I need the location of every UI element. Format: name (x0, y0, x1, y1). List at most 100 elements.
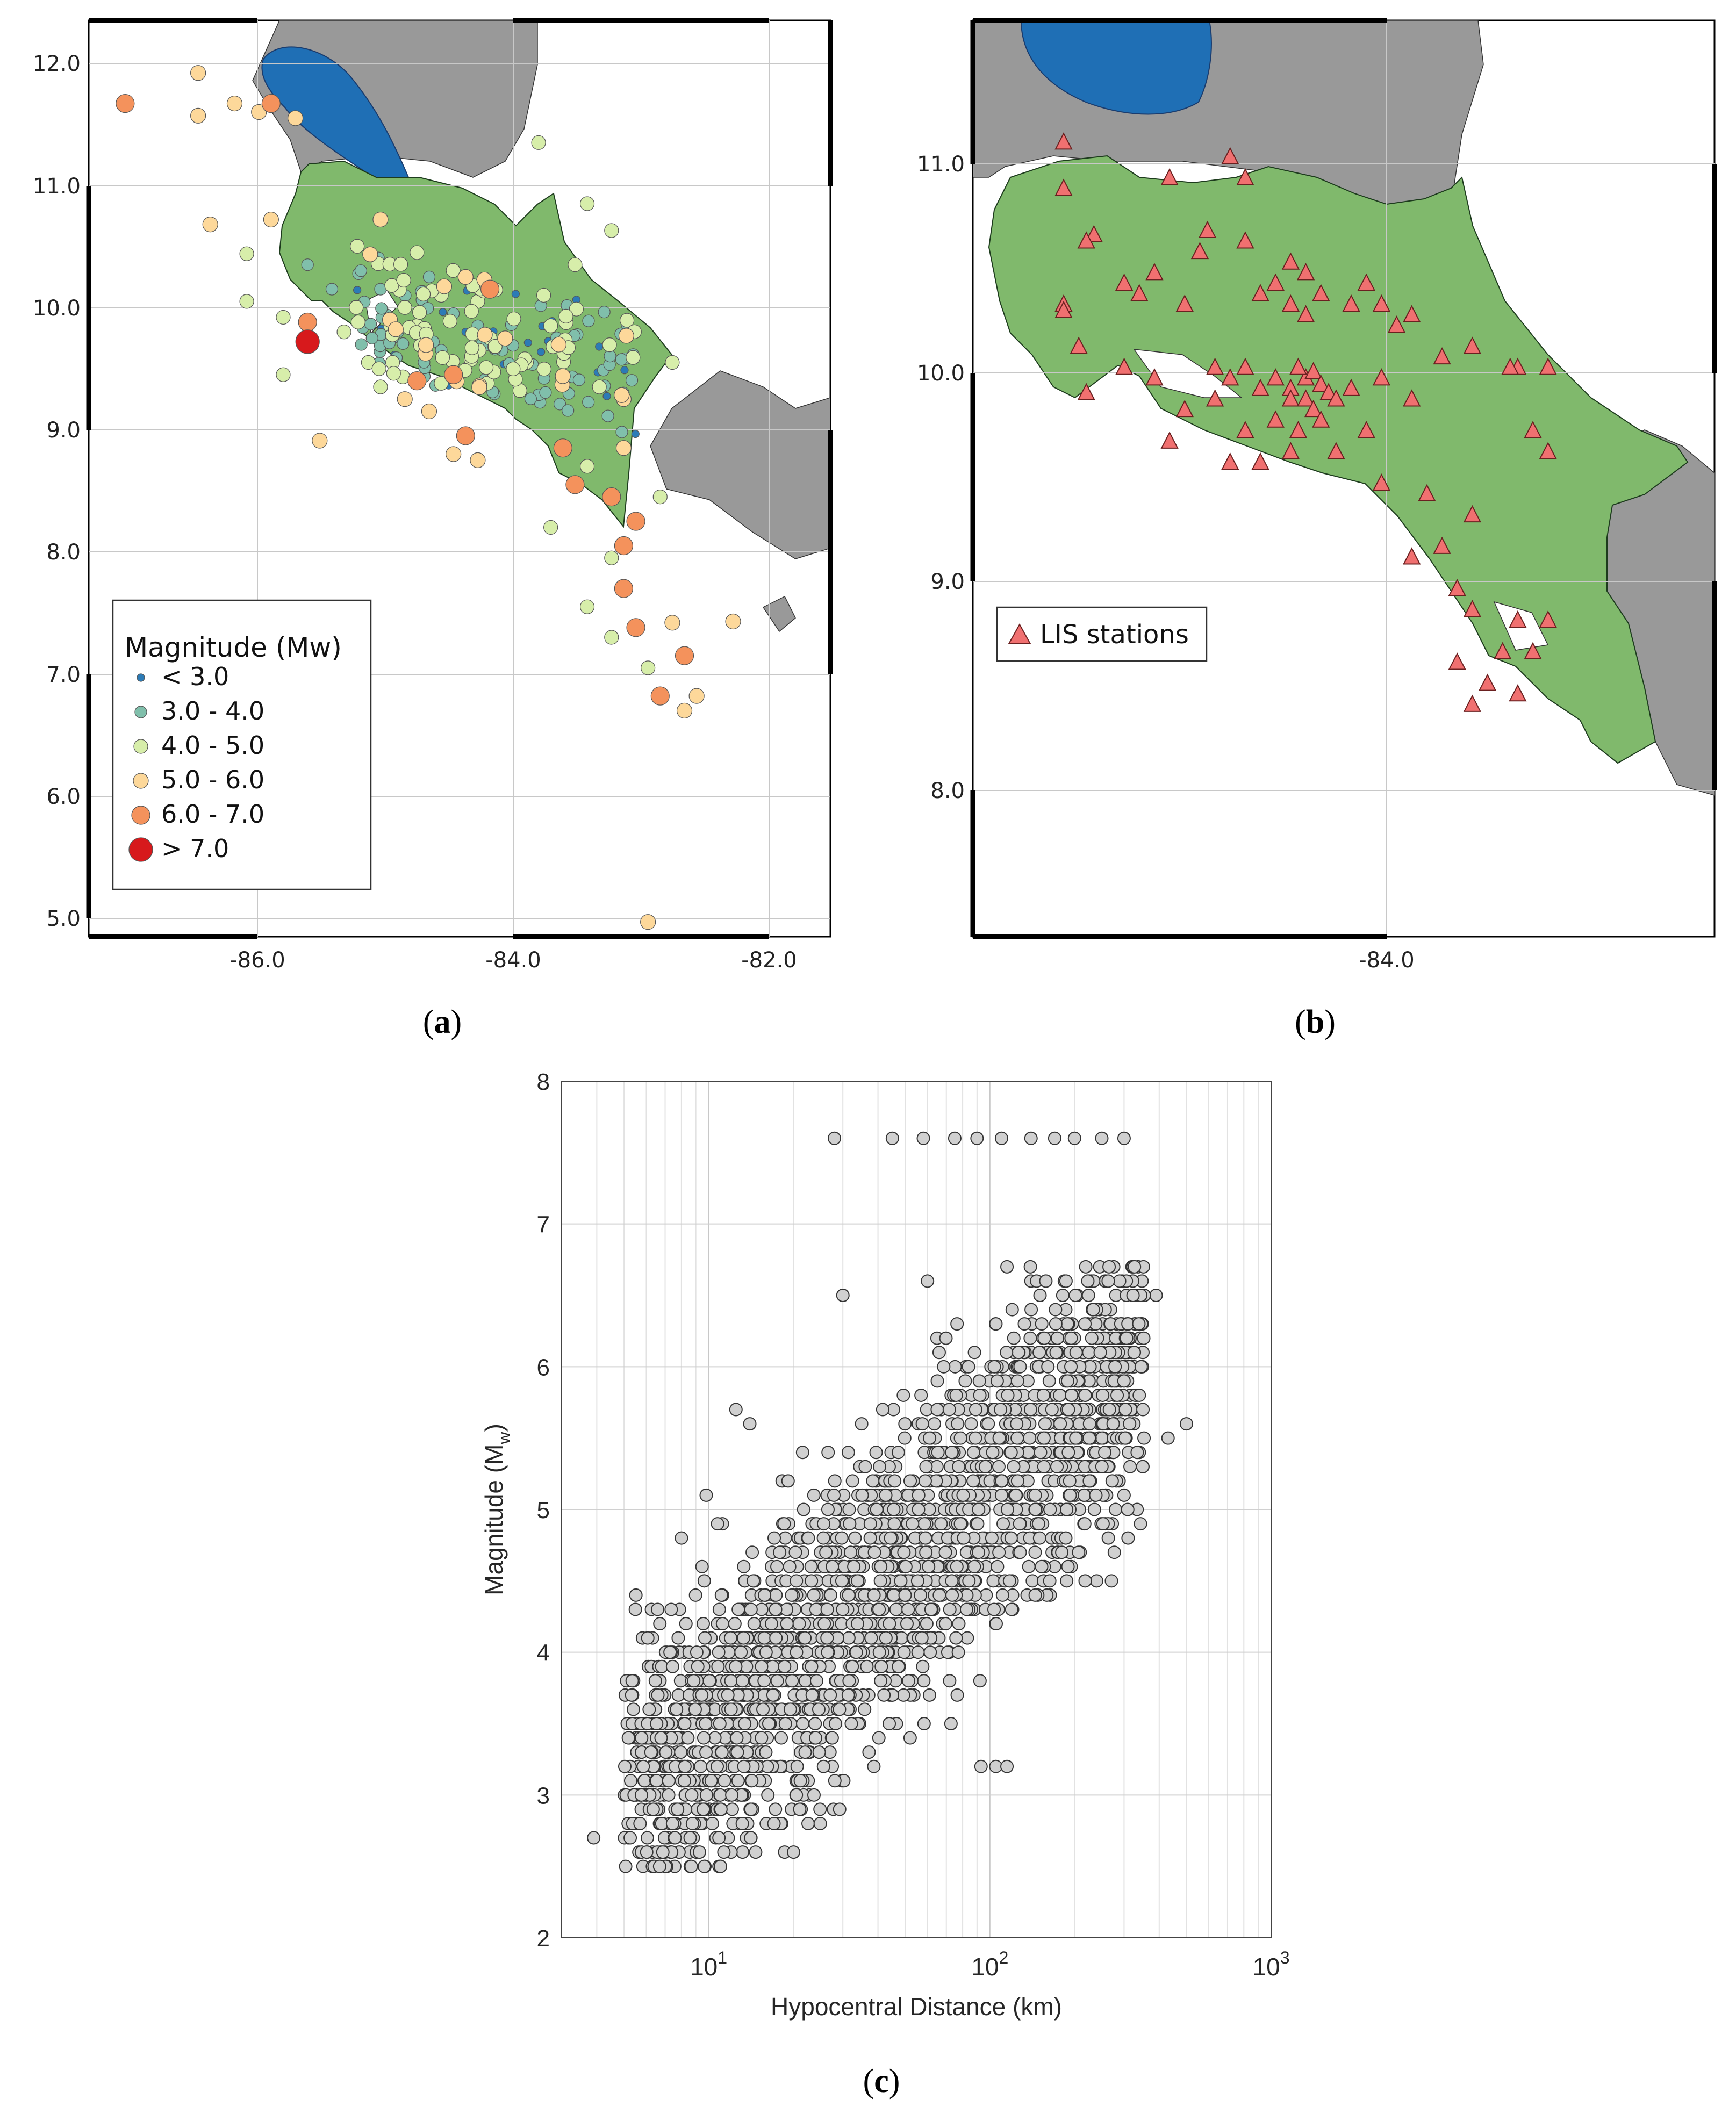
xtick-label: -84.0 (1359, 948, 1415, 973)
map-a-yticks: 12.0 11.0 10.0 9.0 8.0 7.0 6.0 5.0 (33, 52, 81, 931)
data-point (883, 1717, 896, 1730)
earthquake-point (349, 300, 364, 315)
data-point (872, 1645, 886, 1659)
station-marker (1463, 600, 1482, 617)
data-point (960, 1631, 974, 1645)
earthquake-point (675, 646, 694, 665)
data-point (828, 1774, 842, 1788)
earthquake-point (418, 337, 434, 353)
data-point (928, 1417, 942, 1431)
data-point (1053, 1388, 1067, 1402)
data-point (652, 1859, 666, 1873)
earthquake-point (650, 686, 670, 706)
station-marker (1539, 442, 1557, 459)
data-point (847, 1559, 861, 1573)
earthquake-point (287, 110, 304, 126)
data-point (781, 1474, 795, 1488)
y-axis-label: Magnitude (Mw) (480, 1424, 514, 1595)
data-point (758, 1588, 772, 1602)
map-b-lake (1020, 20, 1212, 115)
data-point (636, 1759, 650, 1773)
data-point (945, 1446, 959, 1460)
ytick-label: 11.0 (917, 152, 965, 177)
data-point (797, 1502, 810, 1516)
station-marker (1115, 357, 1134, 375)
data-point (1095, 1131, 1109, 1145)
map-a-xticks: -86.0 -84.0 -82.0 (229, 948, 797, 973)
data-point (924, 1602, 938, 1616)
data-point (769, 1602, 783, 1616)
data-point (967, 1559, 981, 1573)
earthquake-point (626, 350, 641, 365)
data-point (778, 1717, 792, 1730)
station-marker (1221, 147, 1239, 164)
earthquake-point (569, 301, 584, 317)
earthquake-point (477, 327, 493, 343)
data-point (958, 1374, 972, 1388)
data-point (989, 1759, 1003, 1773)
ytick-label: 7.0 (46, 663, 81, 687)
data-point (646, 1802, 660, 1816)
data-point (1048, 1131, 1061, 1145)
data-point (1025, 1574, 1039, 1588)
data-point (950, 1559, 964, 1573)
data-point (1106, 1417, 1120, 1431)
earthquake-point (676, 702, 693, 719)
data-point (866, 1474, 880, 1488)
data-point (808, 1717, 822, 1730)
data-point (659, 1745, 673, 1759)
data-point (1098, 1446, 1112, 1460)
map-panel-b: 11.0 10.0 9.0 8.0 -84.0 LIS stations (917, 18, 1717, 973)
station-marker (1054, 300, 1073, 318)
data-point (762, 1717, 776, 1730)
station-marker (1327, 389, 1345, 407)
station-marker (1251, 284, 1269, 301)
data-point (1078, 1574, 1092, 1588)
data-point (994, 1131, 1008, 1145)
data-point (633, 1816, 647, 1830)
data-point (992, 1545, 1006, 1559)
data-point (828, 1131, 842, 1145)
ytick-label: 9.0 (46, 418, 81, 443)
data-point (695, 1559, 709, 1573)
data-point (808, 1731, 822, 1745)
data-point (981, 1417, 995, 1431)
station-marker (1539, 357, 1557, 375)
data-point (874, 1559, 888, 1573)
data-point (992, 1431, 1006, 1445)
earthquake-point (539, 386, 552, 399)
legend-label: 5.0 - 6.0 (161, 765, 264, 794)
data-point (687, 1674, 701, 1688)
data-point (1102, 1260, 1116, 1274)
data-point (950, 1317, 964, 1331)
data-point (769, 1802, 783, 1816)
data-point (816, 1531, 830, 1545)
earthquake-point (372, 211, 389, 228)
data-point (1134, 1517, 1147, 1531)
station-marker (1160, 168, 1179, 185)
data-point (712, 1645, 726, 1659)
data-point (923, 1645, 937, 1659)
data-point (833, 1702, 847, 1716)
data-point (685, 1816, 699, 1830)
earthquake-point (350, 239, 365, 254)
data-point (668, 1831, 682, 1845)
data-point (821, 1502, 835, 1516)
data-point (858, 1460, 872, 1473)
data-point (743, 1417, 757, 1431)
data-point (1035, 1317, 1049, 1331)
data-point (916, 1659, 930, 1673)
data-point (922, 1688, 936, 1702)
earthquake-point (421, 403, 437, 420)
data-point (730, 1745, 744, 1759)
data-point (953, 1517, 967, 1531)
earthquake-point (565, 475, 585, 494)
data-point (713, 1859, 727, 1873)
data-point (697, 1802, 711, 1816)
earthquake-point (543, 520, 558, 535)
earthquake-point (396, 272, 411, 288)
data-point (949, 1388, 963, 1402)
data-point (851, 1574, 865, 1588)
legend-marker (137, 673, 145, 682)
data-point (916, 1131, 930, 1145)
